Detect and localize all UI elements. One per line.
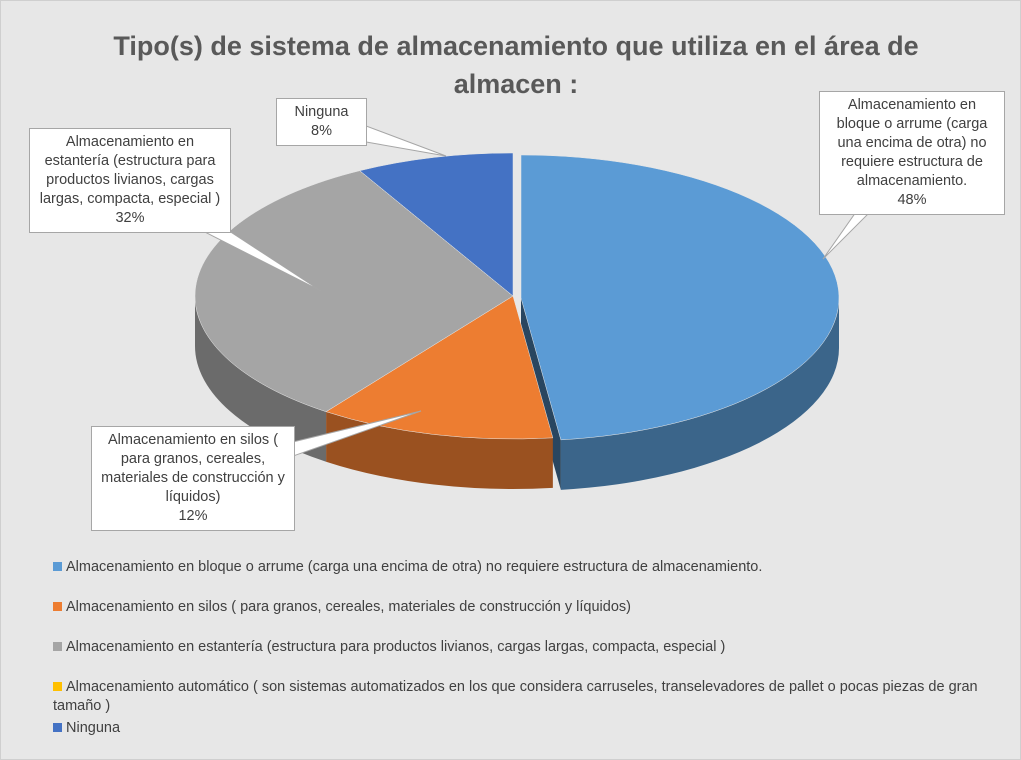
legend-swatch — [53, 642, 62, 651]
slice-side — [326, 411, 553, 489]
data-label-category: Almacenamiento en bloque o arrume (carga… — [836, 97, 988, 189]
slice — [194, 170, 514, 412]
slice — [325, 295, 554, 440]
data-label-value: 32% — [115, 210, 145, 226]
legend-label: Almacenamiento automático ( son sistemas… — [53, 679, 978, 714]
data-label-category: Almacenamiento en silos ( para granos, c… — [101, 432, 285, 505]
chart-title: Tipo(s) de sistema de almacenamiento que… — [113, 31, 919, 99]
legend-label: Almacenamiento en estantería (estructura… — [66, 639, 726, 655]
slice-side — [560, 298, 839, 490]
legend-swatch — [53, 723, 62, 732]
data-label: Almacenamiento en estantería (estructura… — [29, 128, 231, 233]
data-label-category: Almacenamiento en estantería (estructura… — [39, 134, 221, 207]
data-label: Ninguna 8% — [276, 98, 367, 146]
legend-label: Almacenamiento en bloque o arrume (carga… — [66, 559, 763, 575]
data-label-value: 48% — [897, 192, 927, 208]
data-label-category: Ninguna — [294, 104, 349, 120]
legend-item: Almacenamiento en bloque o arrume (carga… — [53, 558, 993, 577]
data-label: Almacenamiento en bloque o arrume (carga… — [819, 91, 1005, 215]
data-label-value: 8% — [311, 123, 332, 139]
legend-item: Ninguna — [53, 719, 993, 738]
data-label-value: 12% — [178, 508, 208, 524]
slice-side — [195, 296, 327, 462]
legend-swatch — [53, 602, 62, 611]
data-label: Almacenamiento en silos ( para granos, c… — [91, 426, 295, 531]
slice — [359, 152, 514, 297]
legend-item: Almacenamiento automático ( son sistemas… — [53, 678, 993, 716]
slice — [520, 154, 840, 441]
legend-label: Almacenamiento en silos ( para granos, c… — [66, 599, 631, 615]
legend-swatch — [53, 682, 62, 691]
legend-label: Ninguna — [66, 720, 121, 736]
legend-item: Almacenamiento en silos ( para granos, c… — [53, 598, 993, 617]
legend-item: Almacenamiento en estantería (estructura… — [53, 638, 993, 657]
legend-swatch — [53, 562, 62, 571]
